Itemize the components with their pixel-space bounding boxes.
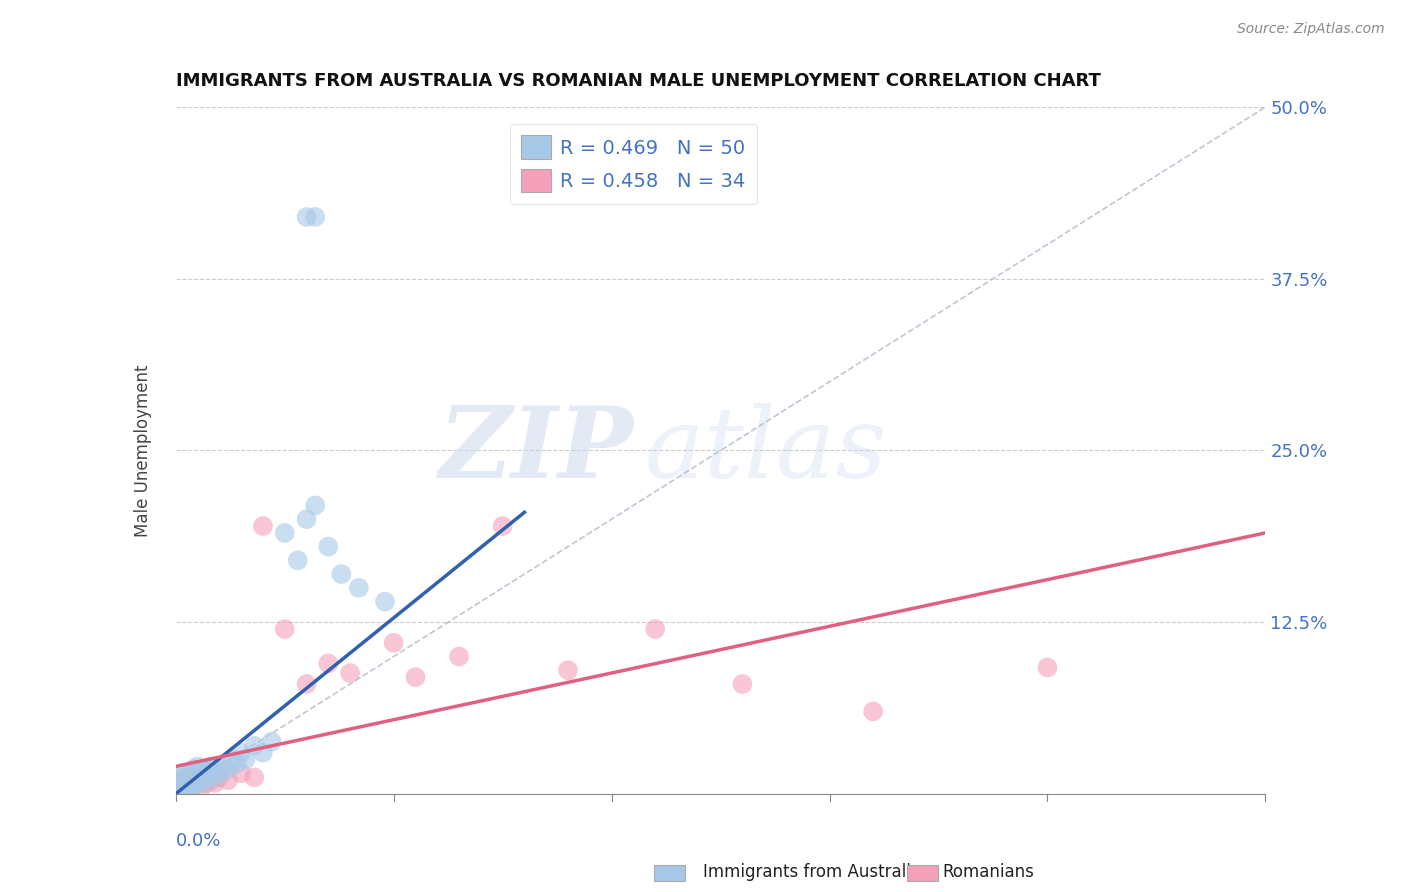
Point	[339, 665, 361, 680]
Point	[173, 773, 195, 788]
Point	[304, 210, 326, 224]
Point	[304, 499, 326, 513]
Point	[492, 519, 515, 533]
Point	[204, 759, 226, 773]
Point	[295, 677, 318, 691]
Point	[212, 759, 235, 773]
Text: 0.0%: 0.0%	[176, 831, 221, 850]
Point	[177, 766, 200, 780]
Text: ZIP: ZIP	[439, 402, 633, 499]
Point	[169, 780, 191, 794]
Point	[186, 776, 209, 790]
Point	[204, 776, 226, 790]
Point	[217, 773, 239, 788]
Point	[173, 780, 195, 794]
Point	[181, 762, 204, 776]
Legend: R = 0.469   N = 50, R = 0.458   N = 34: R = 0.469 N = 50, R = 0.458 N = 34	[509, 124, 758, 204]
Point	[181, 771, 204, 785]
Point	[243, 739, 266, 753]
Point	[231, 766, 253, 780]
Point	[330, 567, 353, 582]
Point	[225, 756, 247, 771]
Point	[1036, 660, 1059, 674]
Text: Source: ZipAtlas.com: Source: ZipAtlas.com	[1237, 22, 1385, 37]
Point	[295, 210, 318, 224]
Point	[221, 753, 243, 767]
Point	[252, 746, 274, 760]
Point	[243, 771, 266, 785]
Point	[318, 540, 340, 554]
Point	[204, 771, 226, 785]
Point	[231, 746, 253, 760]
Point	[191, 762, 214, 776]
Point	[186, 759, 209, 773]
Point	[186, 771, 209, 785]
Point	[731, 677, 754, 691]
Text: Romanians: Romanians	[942, 863, 1033, 881]
Point	[177, 773, 200, 788]
Point	[191, 776, 214, 790]
Point	[181, 773, 204, 788]
Y-axis label: Male Unemployment: Male Unemployment	[134, 364, 152, 537]
Point	[177, 776, 200, 790]
Point	[173, 776, 195, 790]
Point	[173, 780, 195, 794]
Point	[177, 771, 200, 785]
Point	[191, 771, 214, 785]
Point	[177, 776, 200, 790]
Point	[200, 759, 222, 773]
Text: IMMIGRANTS FROM AUSTRALIA VS ROMANIAN MALE UNEMPLOYMENT CORRELATION CHART: IMMIGRANTS FROM AUSTRALIA VS ROMANIAN MA…	[176, 72, 1101, 90]
Point	[191, 780, 214, 794]
Text: atlas: atlas	[644, 403, 887, 498]
Point	[274, 622, 297, 636]
Text: Immigrants from Australia: Immigrants from Australia	[703, 863, 921, 881]
Point	[181, 776, 204, 790]
Point	[217, 762, 239, 776]
Point	[186, 776, 209, 790]
Point	[195, 773, 218, 788]
Point	[191, 773, 214, 788]
Point	[169, 773, 191, 788]
Point	[862, 705, 884, 719]
Point	[169, 780, 191, 794]
Point	[186, 766, 209, 780]
Point	[181, 780, 204, 794]
Point	[169, 776, 191, 790]
Point	[177, 780, 200, 794]
Point	[208, 766, 231, 780]
Point	[318, 657, 340, 671]
Point	[447, 649, 470, 664]
Point	[374, 594, 396, 608]
Point	[173, 773, 195, 788]
Point	[169, 776, 191, 790]
Point	[347, 581, 370, 595]
Point	[195, 762, 218, 776]
Point	[295, 512, 318, 526]
Point	[200, 773, 222, 788]
Point	[200, 766, 222, 780]
Point	[252, 519, 274, 533]
Point	[186, 773, 209, 788]
Point	[274, 525, 297, 540]
Point	[181, 780, 204, 794]
Point	[177, 771, 200, 785]
Point	[382, 636, 405, 650]
Point	[557, 663, 579, 677]
Point	[208, 771, 231, 785]
Point	[405, 670, 427, 684]
Point	[173, 766, 195, 780]
Point	[260, 734, 283, 748]
Point	[169, 771, 191, 785]
Point	[177, 780, 200, 794]
Point	[235, 753, 257, 767]
Point	[195, 776, 218, 790]
Point	[287, 553, 309, 567]
Point	[644, 622, 666, 636]
